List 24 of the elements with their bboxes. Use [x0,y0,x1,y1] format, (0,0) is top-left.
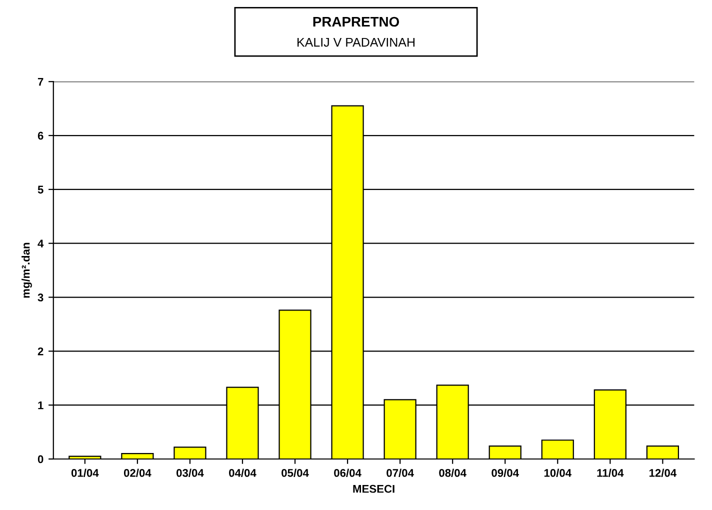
y-axis-title: mg/m².dan [22,242,32,298]
x-tick-label: 08/04 [439,468,466,477]
y-tick-label: 0 [38,455,44,464]
x-axis-title: MESECI [353,484,394,493]
x-tick-label: 07/04 [386,468,414,477]
y-tick-label: 7 [38,78,44,86]
y-tick-label: 3 [38,294,44,302]
y-tick-label: 2 [38,347,44,356]
x-tick-label: 01/04 [71,468,99,477]
x-tick-label: 04/04 [229,468,256,477]
x-tick-label: 09/04 [492,468,519,477]
x-tick-label: 10/04 [544,468,572,477]
x-tick-label: 05/04 [282,468,309,477]
y-tick-label: 1 [38,401,44,410]
x-tick-label: 12/04 [649,468,677,477]
x-tick-label: 06/04 [334,468,362,477]
y-tick-label: 4 [38,240,44,248]
x-tick-label: 02/04 [124,468,152,477]
y-tick-label: 5 [38,186,44,194]
x-tick-label: 11/04 [597,468,624,477]
y-tick-label: 6 [38,132,44,140]
x-tick-label: 03/04 [176,468,204,477]
chart-subtitle: KALIJ V PADAVINAH [298,38,414,47]
chart-title: PRAPRETNO [313,16,400,27]
